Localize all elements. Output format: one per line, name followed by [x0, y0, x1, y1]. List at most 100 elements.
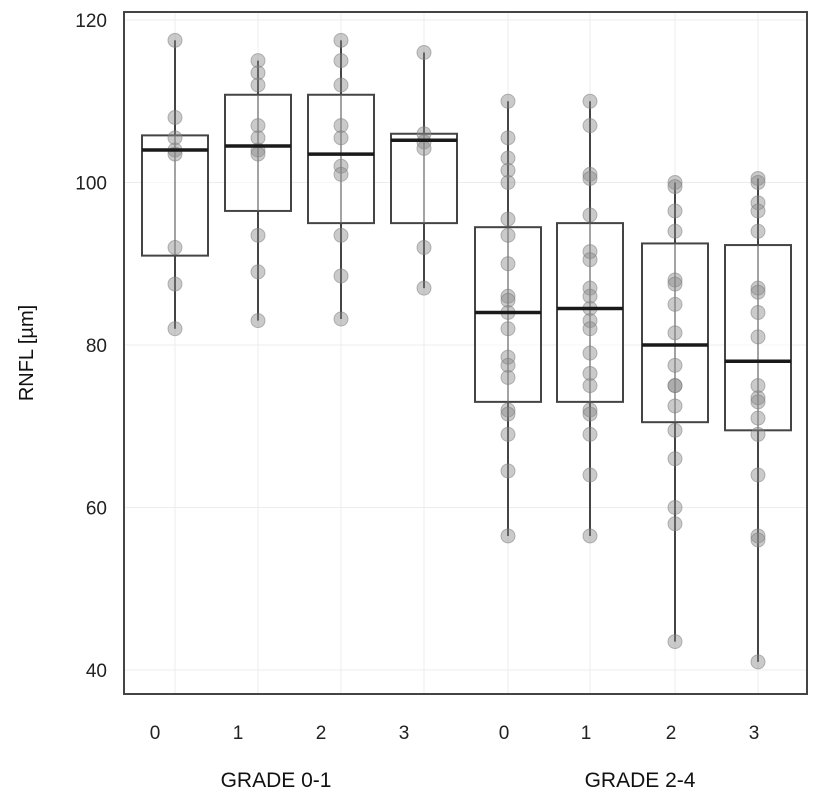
data-point [582, 252, 598, 268]
data-point [750, 175, 766, 190]
data-point [500, 175, 516, 190]
data-point [667, 203, 683, 219]
data-point [500, 528, 516, 544]
data-point [500, 150, 516, 166]
data-point [500, 130, 516, 146]
group-labels: GRADE 0-1 GRADE 2-4 [221, 769, 696, 792]
data-point [500, 227, 516, 243]
data-point [667, 175, 683, 190]
data-point [500, 162, 516, 178]
x-tick-label: 3 [749, 723, 760, 744]
y-tick-label: 40 [86, 661, 107, 682]
data-point [667, 634, 683, 650]
data-point [667, 500, 683, 515]
x-tick-label: 0 [150, 723, 161, 744]
data-point [333, 166, 349, 182]
data-point [750, 203, 766, 219]
box-grade-2-4-0 [474, 93, 542, 544]
data-point [750, 410, 766, 426]
data-point [750, 654, 766, 670]
y-tick-label: 80 [86, 336, 107, 357]
data-point [667, 325, 683, 341]
y-tick-label: 100 [75, 174, 107, 195]
data-point [750, 223, 766, 239]
data-point [167, 110, 183, 125]
data-point [500, 288, 516, 304]
data-point [582, 345, 598, 361]
y-axis-tick-labels: 40 60 80 100 120 [75, 11, 107, 682]
data-point [416, 45, 432, 60]
data-point [750, 532, 766, 548]
data-point [750, 284, 766, 300]
data-point [416, 280, 432, 296]
data-point [333, 53, 349, 69]
data-point [500, 93, 516, 109]
group-label: GRADE 2-4 [585, 769, 696, 792]
box-grade-0-1-3 [390, 45, 458, 296]
data-point [582, 207, 598, 223]
data-point [582, 118, 598, 134]
plot-frame [123, 11, 808, 695]
data-point [667, 357, 683, 373]
data-point [667, 272, 683, 288]
data-point [500, 463, 516, 479]
data-point [582, 365, 598, 381]
data-point [582, 280, 598, 296]
data-point [667, 398, 683, 414]
group-label: GRADE 0-1 [221, 769, 332, 792]
data-point [167, 32, 183, 48]
data-point [500, 426, 516, 442]
x-tick-label: 2 [666, 723, 677, 744]
box-grade-2-4-3 [724, 170, 792, 670]
data-point [582, 378, 598, 394]
data-point [667, 422, 683, 438]
data-point [750, 329, 766, 345]
data-point [750, 394, 766, 410]
data-point [167, 240, 183, 255]
data-point [500, 357, 516, 373]
data-point [250, 77, 266, 93]
data-point [500, 349, 516, 365]
box-grade-2-4-2 [641, 175, 709, 650]
data-point [750, 305, 766, 320]
data-point [750, 195, 766, 211]
data-point [167, 130, 183, 146]
data-point [582, 166, 598, 182]
data-point [416, 140, 432, 156]
data-point [500, 406, 516, 422]
data-point [750, 528, 766, 544]
box-grade-2-4-1 [556, 93, 624, 544]
data-point [667, 179, 683, 195]
y-tick-label: 120 [75, 11, 107, 32]
data-point [750, 426, 766, 442]
data-point [750, 378, 766, 394]
data-point [333, 118, 349, 134]
x-tick-label: 1 [581, 723, 592, 744]
data-point [250, 146, 266, 162]
data-point [582, 402, 598, 418]
x-axis-tick-labels: 0 1 2 3 0 1 2 3 [150, 723, 760, 744]
box-grade-0-1-0 [141, 32, 209, 337]
data-point [582, 93, 598, 109]
x-tick-label: 1 [233, 723, 244, 744]
x-tick-label: 2 [316, 723, 327, 744]
y-tick-label: 60 [86, 499, 107, 520]
data-point [500, 370, 516, 385]
data-point [250, 264, 266, 280]
data-point [500, 256, 516, 272]
x-tick-label: 0 [499, 723, 510, 744]
data-point [250, 65, 266, 81]
data-point [250, 313, 266, 329]
data-point [250, 118, 266, 134]
data-point [333, 311, 349, 327]
data-point [167, 276, 183, 292]
box-grade-0-1-1 [224, 53, 292, 329]
data-point [250, 53, 266, 69]
data-point [582, 244, 598, 260]
data-point [582, 528, 598, 544]
data-point [500, 292, 516, 308]
data-point [750, 280, 766, 296]
data-point [750, 467, 766, 483]
data-point [667, 451, 683, 467]
